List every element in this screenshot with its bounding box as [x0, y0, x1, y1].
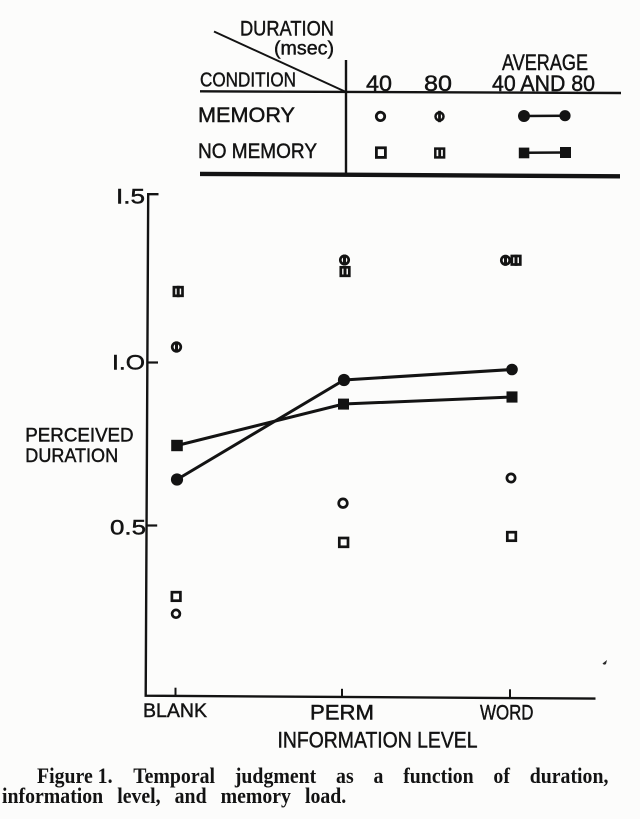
svg-text:DURATION: DURATION	[25, 446, 118, 467]
svg-text:0.5: 0.5	[110, 517, 146, 540]
svg-text:NO MEMORY: NO MEMORY	[198, 139, 317, 163]
svg-text:40 AND 80: 40 AND 80	[492, 71, 595, 96]
svg-text:40: 40	[366, 71, 392, 96]
svg-text:MEMORY: MEMORY	[198, 103, 295, 127]
svg-text:80: 80	[424, 71, 452, 96]
svg-text:AVERAGE: AVERAGE	[502, 50, 588, 75]
svg-text:WORD: WORD	[480, 702, 534, 725]
svg-text:DURATION: DURATION	[240, 16, 334, 40]
svg-text:INFORMATION LEVEL: INFORMATION LEVEL	[278, 727, 478, 752]
svg-text:I.O: I.O	[112, 352, 145, 375]
svg-text:CONDITION: CONDITION	[200, 68, 296, 91]
svg-text:(msec): (msec)	[274, 39, 334, 60]
svg-text:PERM: PERM	[310, 702, 374, 725]
svg-text:PERCEIVED: PERCEIVED	[25, 426, 133, 447]
svg-text:I.5: I.5	[116, 185, 145, 208]
svg-text:BLANK: BLANK	[143, 700, 207, 722]
